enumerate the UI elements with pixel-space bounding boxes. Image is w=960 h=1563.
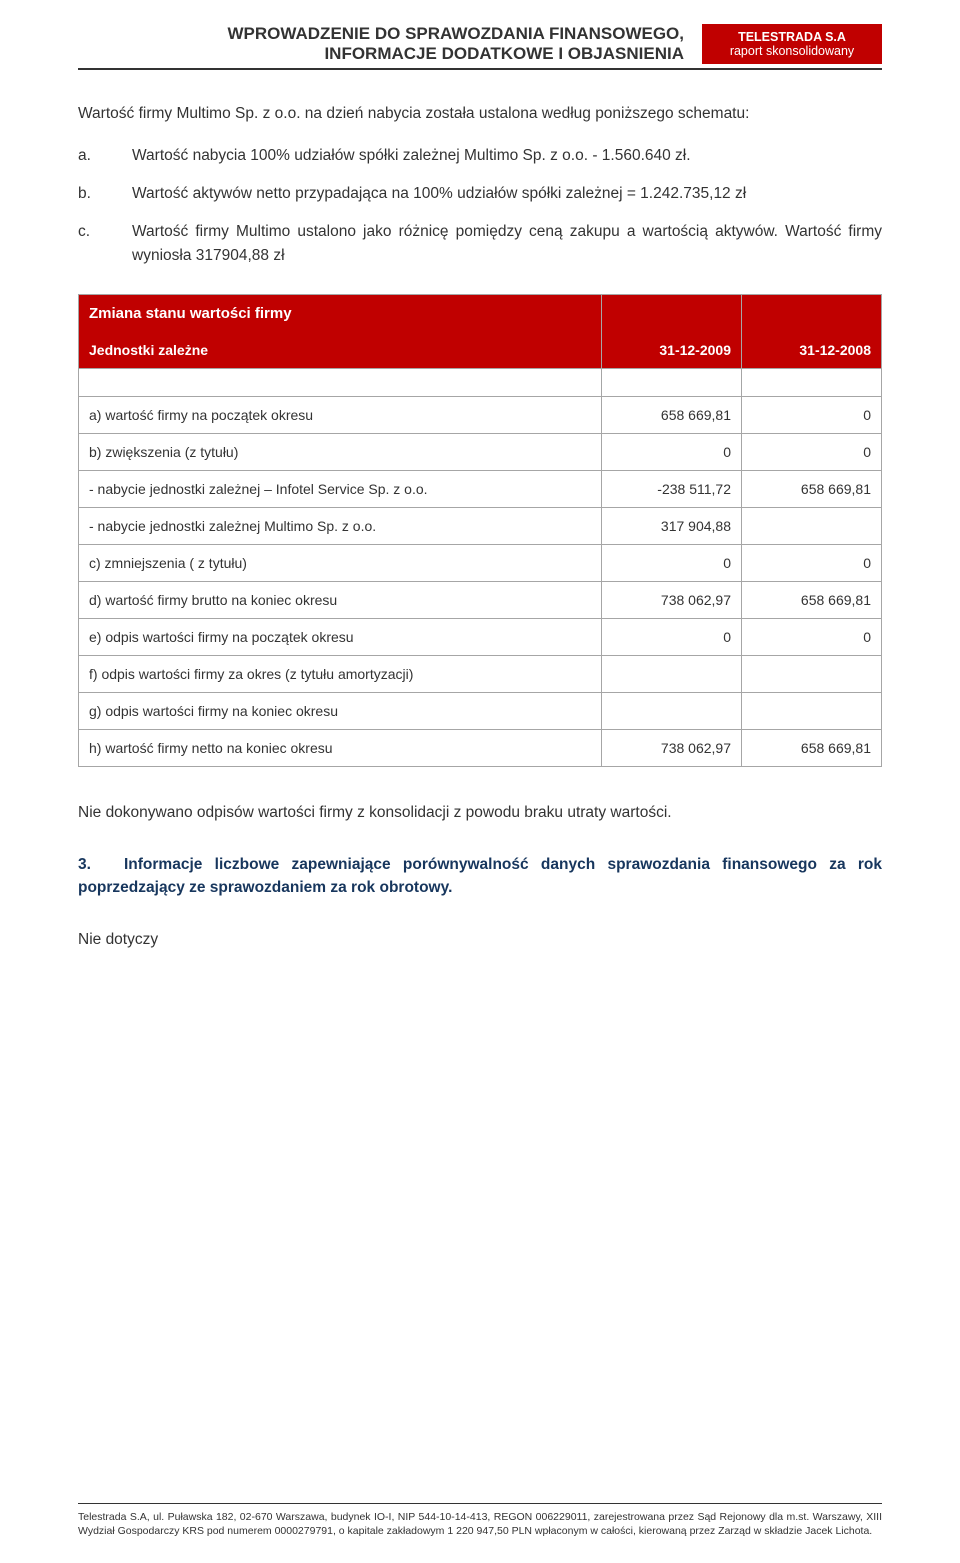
- list-marker: c.: [78, 220, 132, 268]
- table-row: - nabycie jednostki zależnej Multimo Sp.…: [79, 508, 882, 545]
- row-value: 658 669,81: [742, 471, 882, 508]
- list-marker: b.: [78, 182, 132, 206]
- table-row: b) zwiększenia (z tytułu) 0 0: [79, 434, 882, 471]
- table-subtitle: Jednostki zależne: [79, 332, 602, 369]
- table-row: e) odpis wartości firmy na początek okre…: [79, 619, 882, 656]
- row-label: b) zwiększenia (z tytułu): [79, 434, 602, 471]
- table-row: g) odpis wartości firmy na koniec okresu: [79, 693, 882, 730]
- header-title-line1: WPROWADZENIE DO SPRAWOZDANIA FINANSOWEGO…: [78, 24, 684, 44]
- table-col-2008: 31-12-2008: [742, 332, 882, 369]
- row-value: [742, 508, 882, 545]
- row-label: h) wartość firmy netto na koniec okresu: [79, 730, 602, 767]
- row-value: 738 062,97: [602, 730, 742, 767]
- section-title: Informacje liczbowe zapewniające porówny…: [78, 856, 882, 896]
- page-header: WPROWADZENIE DO SPRAWOZDANIA FINANSOWEGO…: [78, 24, 882, 70]
- row-value: [742, 693, 882, 730]
- brand-name: TELESTRADA S.A: [716, 30, 868, 44]
- row-label: f) odpis wartości firmy za okres (z tytu…: [79, 656, 602, 693]
- row-value: [742, 656, 882, 693]
- list-text: Wartość nabycia 100% udziałów spółki zal…: [132, 144, 882, 168]
- goodwill-table: Zmiana stanu wartości firmy Jednostki za…: [78, 294, 882, 767]
- row-value: 317 904,88: [602, 508, 742, 545]
- table-row: c) zmniejszenia ( z tytułu) 0 0: [79, 545, 882, 582]
- page: WPROWADZENIE DO SPRAWOZDANIA FINANSOWEGO…: [0, 0, 960, 1563]
- section-3-heading: 3.Informacje liczbowe zapewniające porów…: [78, 853, 882, 900]
- table-header-empty: [742, 295, 882, 333]
- table-row: - nabycie jednostki zależnej – Infotel S…: [79, 471, 882, 508]
- row-label: d) wartość firmy brutto na koniec okresu: [79, 582, 602, 619]
- brand-badge: TELESTRADA S.A raport skonsolidowany: [702, 24, 882, 64]
- table-header-empty: [602, 295, 742, 333]
- row-label: c) zmniejszenia ( z tytułu): [79, 545, 602, 582]
- table-row: a) wartość firmy na początek okresu 658 …: [79, 397, 882, 434]
- header-title-block: WPROWADZENIE DO SPRAWOZDANIA FINANSOWEGO…: [78, 24, 684, 64]
- brand-subtitle: raport skonsolidowany: [716, 44, 868, 58]
- after-table-note: Nie dokonywano odpisów wartości firmy z …: [78, 801, 882, 825]
- list-text: Wartość firmy Multimo ustalono jako różn…: [132, 220, 882, 268]
- row-label: - nabycie jednostki zależnej – Infotel S…: [79, 471, 602, 508]
- row-value: 738 062,97: [602, 582, 742, 619]
- list-item: b. Wartość aktywów netto przypadająca na…: [78, 182, 882, 206]
- list-item: a. Wartość nabycia 100% udziałów spółki …: [78, 144, 882, 168]
- row-label: a) wartość firmy na początek okresu: [79, 397, 602, 434]
- row-value: 658 669,81: [602, 397, 742, 434]
- row-label: g) odpis wartości firmy na koniec okresu: [79, 693, 602, 730]
- row-value: -238 511,72: [602, 471, 742, 508]
- table-row: f) odpis wartości firmy za okres (z tytu…: [79, 656, 882, 693]
- row-value: 0: [742, 619, 882, 656]
- row-value: [602, 693, 742, 730]
- row-value: [602, 656, 742, 693]
- row-value: 0: [602, 619, 742, 656]
- table-spacer-row: [79, 369, 882, 397]
- header-title-line2: INFORMACJE DODATKOWE I OBJASNIENIA: [78, 44, 684, 64]
- row-value: 0: [602, 545, 742, 582]
- page-footer: Telestrada S.A, ul. Puławska 182, 02-670…: [78, 1503, 882, 1539]
- row-value: 658 669,81: [742, 730, 882, 767]
- row-label: e) odpis wartości firmy na początek okre…: [79, 619, 602, 656]
- list-marker: a.: [78, 144, 132, 168]
- intro-paragraph: Wartość firmy Multimo Sp. z o.o. na dzie…: [78, 102, 882, 126]
- row-value: 0: [742, 545, 882, 582]
- row-value: 0: [602, 434, 742, 471]
- table-row: d) wartość firmy brutto na koniec okresu…: [79, 582, 882, 619]
- not-applicable: Nie dotyczy: [78, 928, 882, 952]
- section-number: 3.: [78, 853, 124, 876]
- list-text: Wartość aktywów netto przypadająca na 10…: [132, 182, 882, 206]
- scheme-list: a. Wartość nabycia 100% udziałów spółki …: [78, 144, 882, 268]
- table-col-2009: 31-12-2009: [602, 332, 742, 369]
- list-item: c. Wartość firmy Multimo ustalono jako r…: [78, 220, 882, 268]
- table-title: Zmiana stanu wartości firmy: [79, 295, 602, 333]
- row-label: - nabycie jednostki zależnej Multimo Sp.…: [79, 508, 602, 545]
- row-value: 0: [742, 397, 882, 434]
- row-value: 658 669,81: [742, 582, 882, 619]
- row-value: 0: [742, 434, 882, 471]
- table-row: h) wartość firmy netto na koniec okresu …: [79, 730, 882, 767]
